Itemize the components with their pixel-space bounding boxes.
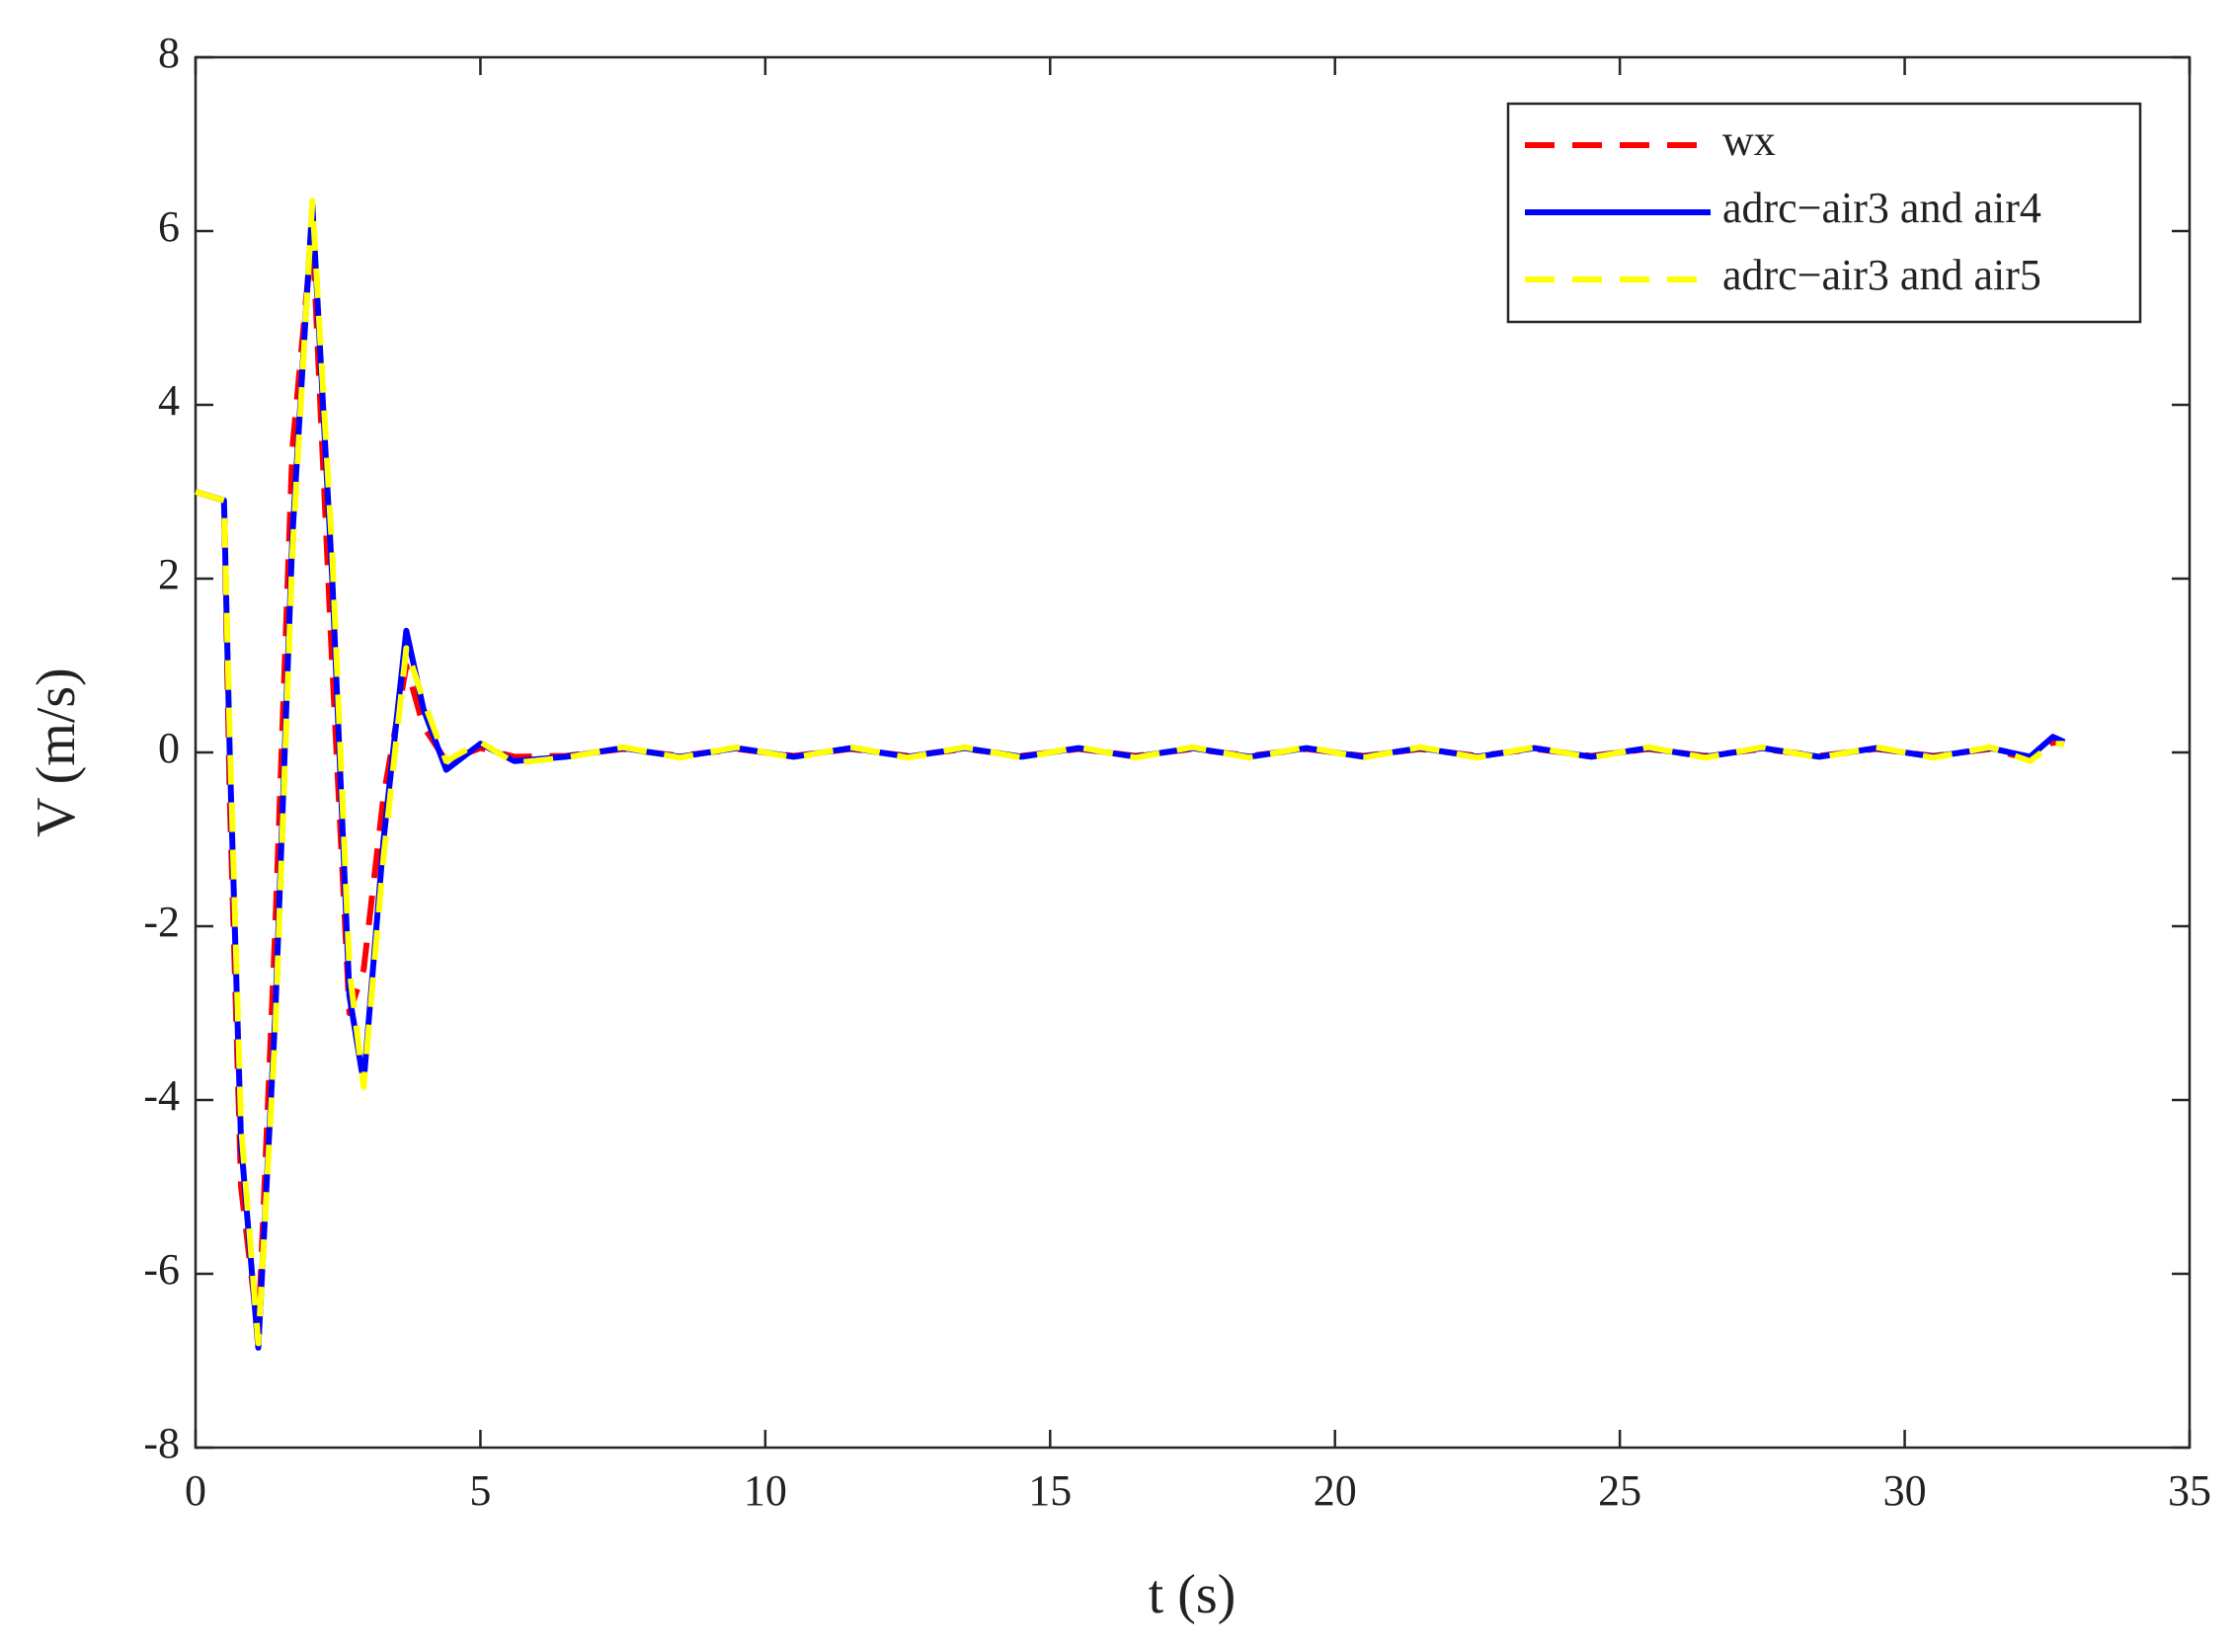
x-tick-label: 35 [2168,1466,2211,1515]
y-tick-label: 2 [158,550,180,598]
y-axis-label: V (m/s) [26,668,87,837]
x-tick-label: 15 [1028,1466,1072,1515]
y-tick-label: 8 [158,29,180,77]
legend-label: adrc−air3 and air4 [1722,184,2041,232]
y-tick-label: -4 [143,1071,180,1120]
x-tick-label: 20 [1314,1466,1357,1515]
y-tick-label: -8 [143,1419,180,1467]
x-tick-label: 5 [469,1466,491,1515]
x-tick-label: 10 [744,1466,787,1515]
x-tick-label: 25 [1598,1466,1641,1515]
y-tick-label: -2 [143,898,180,946]
x-tick-label: 30 [1883,1466,1927,1515]
legend-label: wx [1722,117,1776,165]
x-tick-label: 0 [185,1466,206,1515]
y-tick-label: -6 [143,1245,180,1294]
y-tick-label: 6 [158,202,180,251]
legend-label: adrc−air3 and air5 [1722,251,2041,299]
series-line [195,197,2065,1347]
y-tick-label: 0 [158,724,180,772]
x-axis-label: t (s) [1149,1564,1237,1625]
y-tick-label: 4 [158,376,180,425]
legend-box [1506,102,2142,324]
